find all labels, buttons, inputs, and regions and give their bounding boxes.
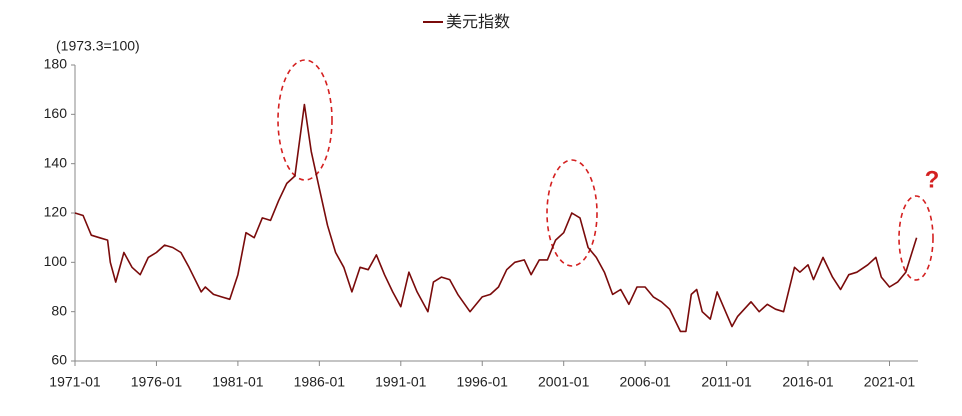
y-tick-label: 80 [51, 302, 67, 318]
y-tick-label: 60 [51, 352, 67, 368]
x-tick-label: 2001-01 [538, 374, 590, 390]
x-tick-label: 1981-01 [212, 374, 264, 390]
x-tick-label: 1976-01 [131, 374, 183, 390]
x-tick-label: 1991-01 [375, 374, 427, 390]
x-tick-label: 1971-01 [49, 374, 101, 390]
highlight-ellipse [898, 195, 934, 281]
annotation: ? [925, 166, 940, 193]
y-axis-label: (1973.3=100) [56, 38, 140, 54]
highlight-ellipse [277, 59, 333, 181]
x-tick-label: 2021-01 [864, 374, 916, 390]
y-tick-label: 100 [44, 253, 68, 269]
y-tick-label: 160 [44, 105, 68, 121]
y-tick-label: 140 [44, 154, 68, 170]
highlight-ellipse [546, 159, 598, 267]
line [74, 103, 918, 333]
x-tick-label: 2016-01 [782, 374, 834, 390]
x-tick-label: 2011-01 [701, 374, 752, 390]
x-tick-label: 2006-01 [619, 374, 671, 390]
x-tick-label: 1996-01 [457, 374, 509, 390]
x-tick-label: 1986-01 [294, 374, 346, 390]
y-tick-label: 120 [44, 204, 68, 220]
y-tick-label: 180 [44, 56, 68, 72]
legend-label: 美元指数 [446, 13, 510, 31]
